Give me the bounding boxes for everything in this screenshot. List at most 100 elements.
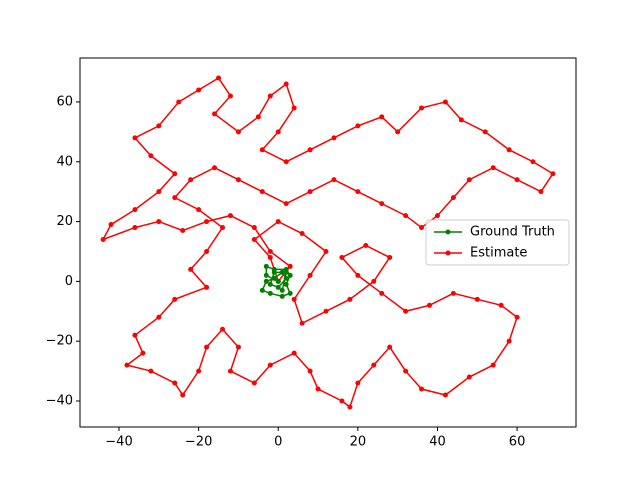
point [538,189,544,195]
point [259,189,265,195]
point [204,248,210,254]
legend-marker [445,229,451,235]
point [275,284,281,290]
point [482,129,488,135]
point [180,228,186,234]
point [188,177,194,183]
point [251,380,257,386]
point [259,287,265,293]
point [347,404,353,410]
point [395,129,401,135]
point [212,165,218,171]
point [530,159,536,165]
point [259,147,265,153]
point [227,93,233,99]
point [283,81,289,87]
point [279,287,285,293]
point [355,380,361,386]
point [148,153,154,159]
point [379,290,385,296]
axes-frame [79,57,577,428]
point [271,269,277,275]
point [216,75,222,81]
point [299,320,305,326]
point [291,350,297,356]
point [271,275,277,281]
x-tick-label: 20 [350,435,367,450]
y-tick-label: 0 [65,274,73,289]
point [156,314,162,320]
point [180,392,186,398]
point [283,275,289,281]
point [442,392,448,398]
point [196,87,202,93]
legend-label: Estimate [470,246,527,261]
point [132,332,138,338]
point [514,177,520,183]
x-tick-label: 60 [509,435,526,450]
point [458,117,464,123]
point [287,263,293,269]
point [267,254,273,260]
point [204,344,210,350]
point [148,368,154,374]
point [287,290,293,296]
point [283,281,289,287]
point [263,263,269,269]
point [132,225,138,231]
point [450,195,456,201]
point [506,147,512,153]
point [379,201,385,207]
point [291,105,297,111]
point [387,254,393,260]
y-tick-label: −20 [46,334,73,349]
point [307,189,313,195]
point [267,362,273,368]
point [419,105,425,111]
point [251,225,257,231]
point [156,189,162,195]
y-tick-label: 60 [56,94,73,109]
point [363,242,369,248]
legend-marker [445,250,451,256]
y-tick-label: −40 [46,393,73,408]
point [283,269,289,275]
point [100,237,106,243]
point [307,272,313,278]
point [466,374,472,380]
point [255,114,261,120]
point [267,93,273,99]
point [283,201,289,207]
point [132,207,138,213]
point [235,177,241,183]
point [204,219,210,225]
point [323,308,329,314]
point [235,344,241,350]
point [220,225,226,231]
point [196,368,202,374]
plot-area [100,75,556,410]
point [427,302,433,308]
point [172,171,178,177]
point [220,326,226,332]
point [132,135,138,141]
point [498,302,504,308]
point [299,231,305,237]
point [315,386,321,392]
point [275,278,281,284]
point [275,129,281,135]
point [108,222,114,228]
point [403,368,409,374]
point [371,278,377,284]
y-tick-label: 40 [56,154,73,169]
point [339,254,345,260]
point [279,269,285,275]
y-tick-label: 20 [56,214,73,229]
point [267,248,273,254]
point [514,314,520,320]
point [419,386,425,392]
point [267,281,273,287]
point [188,266,194,272]
point [355,189,361,195]
